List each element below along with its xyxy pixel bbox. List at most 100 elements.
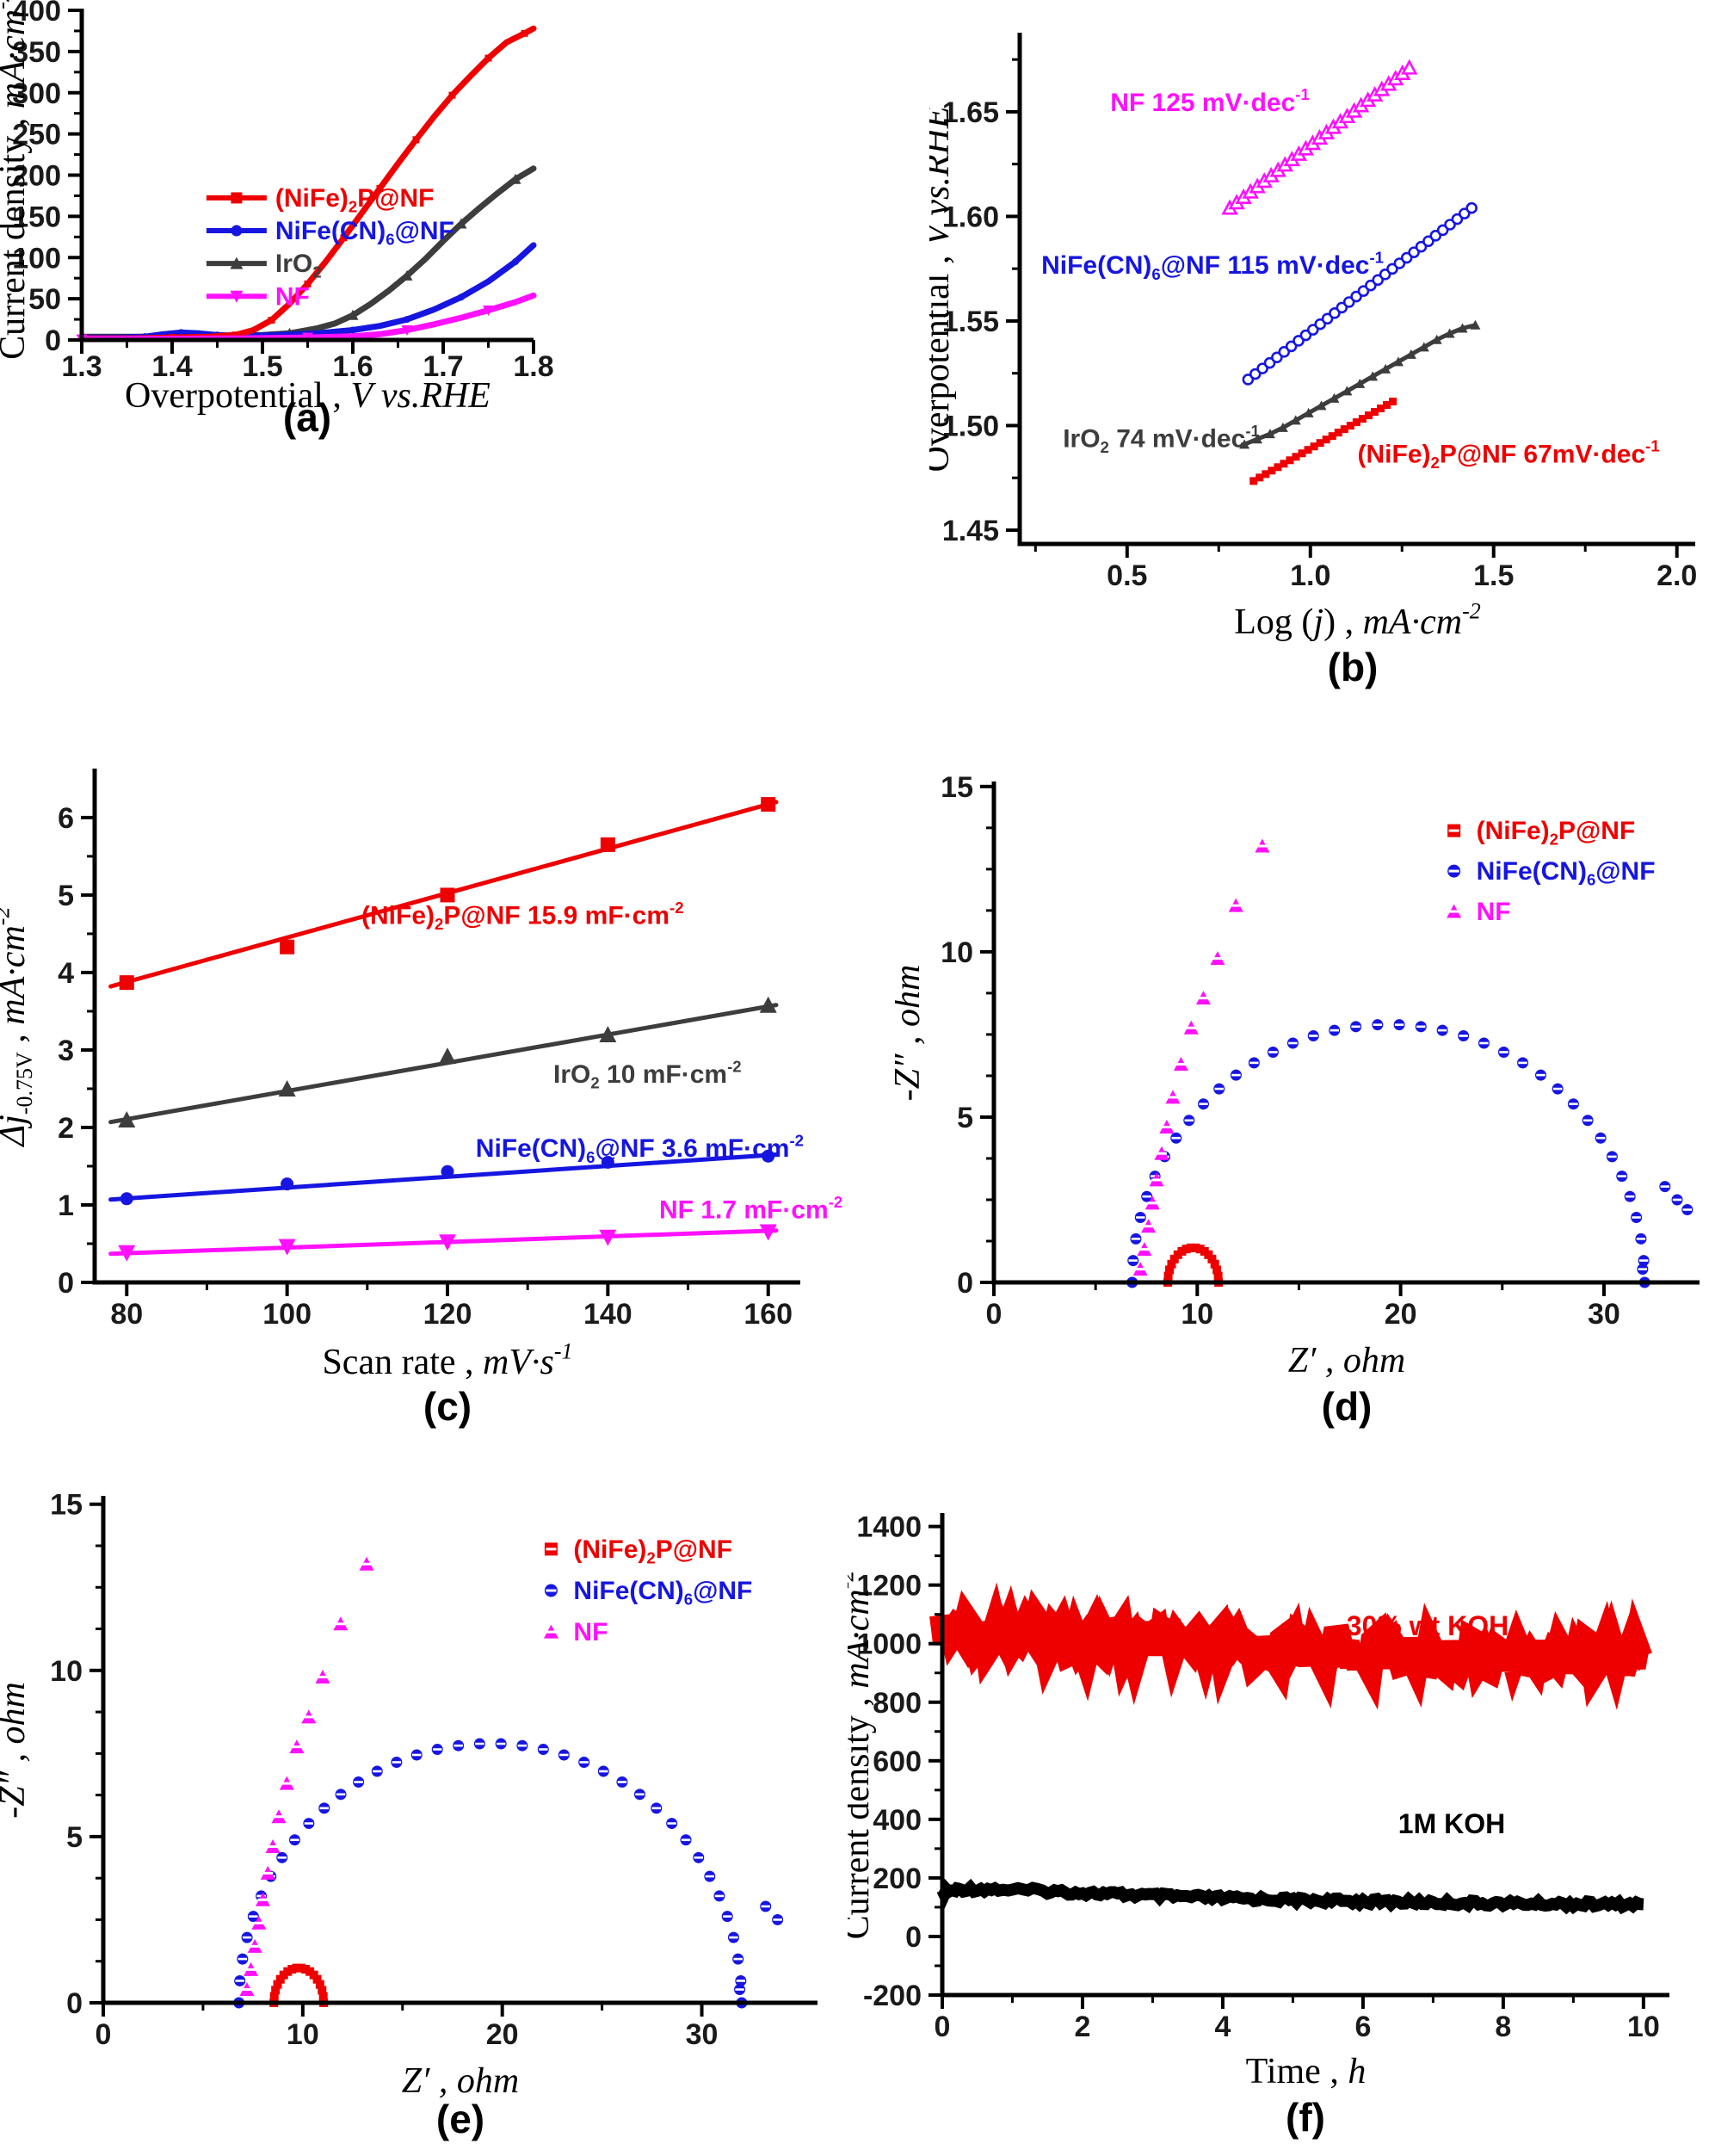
series-(NiFe)2P@NF — [269, 1963, 329, 2007]
x-axis-label-e: Z′ , ohm — [402, 2061, 519, 2101]
legend-item: IrO2 — [275, 250, 322, 281]
chart-e: (NiFe)2P@NF NiFe(CN)6@NF NF 0 10 20 30 0 5 10 15 Z′… — [0, 1489, 817, 2101]
series-(NiFe)2P@NF — [1163, 1243, 1224, 1287]
panel-label-c: (c) — [423, 1384, 472, 1429]
x-tick-label: 1.5 — [1473, 559, 1514, 592]
x-axis-label-b: Log (j) , mA·cm-2 — [1234, 598, 1480, 642]
y-tick-label: 2 — [58, 1112, 74, 1145]
annotation-nifep-cdl: (NiFe)2P@NF 15.9 mF·cm-2 — [361, 899, 684, 933]
x-tick-label: 120 — [423, 1298, 472, 1331]
panel-b: NF 125 mV·dec-1 NiFe(CN)6@NF 115 mV·dec-1… — [917, 0, 1709, 689]
y-tick-label: 1.60 — [942, 201, 999, 233]
axes-f — [940, 1513, 1669, 1998]
y-tick-label: 600 — [873, 1745, 922, 1778]
series-NiFe(CN)6@NF-tail — [734, 1900, 784, 1996]
axes-b — [1017, 33, 1695, 547]
x-tick-label: 6 — [1354, 2011, 1371, 2043]
panel-label-f: (f) — [1286, 2095, 1325, 2140]
x-tick-label: 1.5 — [242, 350, 282, 383]
x-tick-label: 1.6 — [332, 350, 373, 383]
y-tick-label: 0 — [66, 1987, 83, 2020]
chart-f: 30% wt KOH 1M KOH 0 2 4 6 8 10 -200 0 200 400 600 800… — [833, 1511, 1669, 2091]
y-axis-label-d: -Z″ , ohm — [895, 965, 928, 1102]
series-fit-blue — [108, 1152, 779, 1202]
annotation-nifep-tafel: (NiFe)2P@NF 67mV·dec-1 — [1358, 437, 1660, 472]
x-tick-label: 0.5 — [1107, 559, 1147, 592]
x-tick-label: 20 — [1385, 1298, 1417, 1331]
y-axis-label-e: -Z″ , ohm — [0, 1682, 33, 1819]
x-tick-label: 100 — [262, 1298, 312, 1331]
legend-d: (NiFe)2P@NF NiFe(CN)6@NF NF — [1447, 817, 1656, 926]
x-tick-label: 10 — [287, 2018, 319, 2051]
series-NF — [1132, 838, 1270, 1276]
series-NiFe(CN)6@NF-tail — [1637, 1181, 1694, 1276]
panel-label-d: (d) — [1321, 1384, 1373, 1429]
x-tick-label: 30 — [1588, 1298, 1620, 1331]
x-tick-label: 2.0 — [1657, 559, 1697, 592]
y-axis-label-f: Current density , mA·cm-2 — [848, 1571, 877, 1940]
y-axis-label-c: Δj-0.75V , mA·cm-2 — [0, 907, 37, 1148]
legend-item: NF — [275, 282, 310, 311]
x-tick-label: 1.7 — [423, 350, 463, 383]
series-(NiFe)2P@NF — [1249, 398, 1397, 485]
annotation-nifecn-tafel: NiFe(CN)6@NF 115 mV·dec-1 — [1041, 249, 1384, 283]
series-NiFe(CN)6@NF — [1126, 1019, 1650, 1288]
series-NiFe(CN)6@NF — [120, 1149, 775, 1206]
y-tick-label: 1.45 — [942, 515, 999, 547]
series-(NiFe)2P@NF — [119, 797, 776, 991]
annotation-iro2-cdl: IrO2 10 mF·cm-2 — [553, 1057, 742, 1091]
panel-label-e: (e) — [435, 2097, 485, 2141]
legend-item: NiFe(CN)6@NF — [573, 1577, 752, 1609]
x-tick-label: 4 — [1214, 2011, 1231, 2043]
series-NF — [118, 1224, 777, 1262]
y-tick-label: 100 — [12, 242, 61, 275]
y-tick-label: 300 — [12, 77, 61, 110]
series-IrO2 — [118, 996, 777, 1127]
series-30% wt KOH — [929, 1582, 1652, 1710]
y-tick-label: 0 — [905, 1921, 922, 1954]
annotation-koh1m: 1M KOH — [1398, 1808, 1505, 1839]
x-tick-label: 80 — [110, 1298, 143, 1331]
y-tick-label: 3 — [58, 1035, 74, 1067]
x-tick-label: 1.4 — [151, 350, 192, 383]
y-tick-label: 800 — [873, 1687, 922, 1720]
x-tick-label: 0 — [986, 1298, 1003, 1331]
panel-a: (NiFe)2P@NF NiFe(CN)6@NF IrO2 NF 1.3 1.4 1.5 1.… — [0, 0, 585, 448]
y-tick-label: 15 — [50, 1489, 83, 1522]
legend-item: (NiFe)2P@NF — [573, 1535, 732, 1567]
chart-c-canvas: (NiFe)2P@NF 15.9 mF·cm-2 IrO2 10 mF·cm-2 N… — [0, 736, 861, 1424]
y-tick-label: 5 — [58, 880, 74, 912]
x-tick-label: 160 — [743, 1298, 793, 1331]
y-tick-label: 200 — [873, 1863, 922, 1895]
y-tick-label: 0 — [957, 1267, 973, 1300]
x-axis-label-c: Scan rate , mV·s-1 — [322, 1338, 572, 1382]
y-tick-label: 1400 — [856, 1511, 922, 1544]
series-1M KOH — [936, 1878, 1644, 1915]
y-axis-label-a: Current density , mA·cm-2 — [0, 0, 33, 360]
y-tick-label: -200 — [863, 1980, 922, 2012]
x-axis-label-f: Time , h — [1246, 2052, 1367, 2091]
y-tick-label: 350 — [12, 36, 61, 69]
chart-d-canvas: (NiFe)2P@NF NiFe(CN)6@NF NF 0 10 20 30 0 5 10 15 Z′… — [888, 736, 1709, 1424]
y-tick-label: 4 — [58, 957, 74, 990]
legend-item: NF — [573, 1618, 608, 1646]
x-tick-label: 1.3 — [61, 350, 102, 383]
legend-item: NiFe(CN)6@NF — [1477, 857, 1656, 889]
legend-item: NF — [1477, 898, 1511, 926]
y-tick-label: 10 — [50, 1655, 83, 1688]
axes-d — [991, 781, 1700, 1285]
annotation-koh30: 30% wt KOH — [1347, 1610, 1508, 1641]
legend-e: (NiFe)2P@NF NiFe(CN)6@NF NF — [543, 1535, 752, 1646]
series-NF — [1221, 59, 1418, 215]
y-tick-label: 1.55 — [942, 306, 999, 338]
y-tick-label: 15 — [941, 771, 973, 804]
y-tick-label: 250 — [12, 119, 61, 151]
x-axis-label-d: Z′ , ohm — [1288, 1341, 1405, 1381]
chart-c: (NiFe)2P@NF 15.9 mF·cm-2 IrO2 10 mF·cm-2 N… — [0, 769, 842, 1382]
panel-label-b: (b) — [1327, 645, 1379, 689]
y-tick-label: 1.50 — [942, 410, 999, 442]
y-tick-label: 50 — [28, 283, 61, 316]
